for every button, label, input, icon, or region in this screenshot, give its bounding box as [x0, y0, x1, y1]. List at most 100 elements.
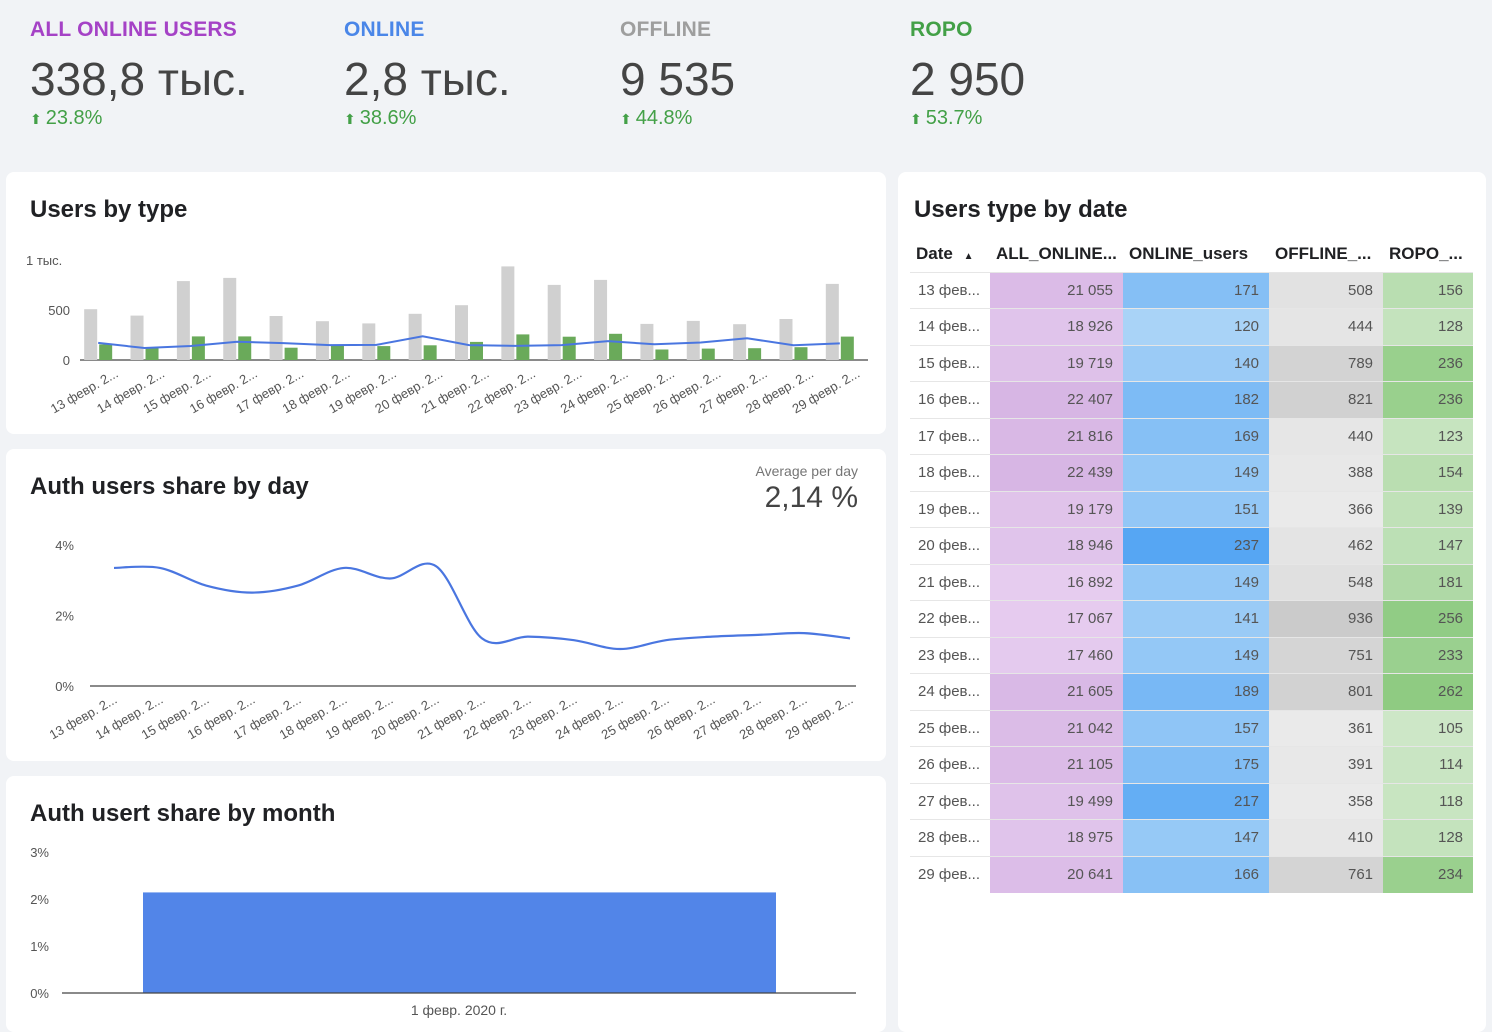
bar-offline [269, 316, 283, 360]
cell-date: 21 фев... [910, 563, 991, 601]
table-row[interactable]: 23 фев... 17 460 149 751 233 [910, 636, 1474, 674]
cell-date: 24 фев... [910, 673, 991, 710]
bar-offline [547, 284, 561, 360]
table-row[interactable]: 16 фев... 22 407 182 821 236 [910, 381, 1474, 418]
table-row[interactable]: 22 фев... 17 067 141 936 256 [910, 600, 1474, 637]
cell-all-online: 21 042 [990, 709, 1124, 747]
bar-offline [130, 315, 144, 360]
card-title: Users type by date [914, 196, 1128, 223]
cell-online-users: 175 [1123, 746, 1270, 783]
column-header-date[interactable]: Date ▲ [910, 236, 990, 272]
column-header-offline[interactable]: OFFLINE_... [1269, 236, 1383, 272]
series-line-online [98, 335, 840, 350]
users-by-type-card[interactable]: Users by type 1 тыс. 500 0 13 февр. 2... 14 … [6, 172, 886, 434]
bar-auth-share-month [143, 892, 776, 993]
cell-all-online: 21 816 [990, 417, 1124, 455]
bar-ropo [470, 341, 483, 360]
cell-ropo: 105 [1383, 709, 1474, 747]
cell-offline: 361 [1269, 709, 1384, 747]
bar-offline [315, 321, 329, 360]
cell-offline: 821 [1269, 381, 1384, 418]
cell-online-users: 171 [1123, 271, 1270, 309]
kpi-online: ONLINE 2,8 тыс. ⬆ 38.6% [344, 18, 511, 130]
table-row[interactable]: 24 фев... 21 605 189 801 262 [910, 673, 1474, 710]
users-type-by-date-card[interactable]: Users type by date Date ▲ ALL_ONLINE... … [898, 172, 1486, 1032]
bar-ropo [191, 336, 205, 360]
bar-offline [825, 283, 839, 360]
cell-online-users: 166 [1123, 855, 1270, 893]
auth-share-day-chart[interactable]: 4%2%0%13 февр. 2...14 февр. 2...15 февр.… [6, 449, 886, 761]
cell-all-online: 21 105 [990, 746, 1124, 783]
table-row[interactable]: 13 фев... 21 055 171 508 156 [910, 271, 1474, 309]
bar-offline [686, 320, 700, 360]
cell-all-online: 21 605 [990, 673, 1124, 710]
table-row[interactable]: 18 фев... 22 439 149 388 154 [910, 454, 1474, 491]
cell-offline: 462 [1269, 527, 1384, 564]
bar-ropo [748, 348, 762, 360]
bar-ropo [423, 345, 437, 360]
cell-date: 19 фев... [910, 490, 991, 528]
bar-offline [779, 319, 793, 360]
table-row[interactable]: 15 фев... 19 719 140 789 236 [910, 344, 1474, 382]
cell-date: 18 фев... [910, 454, 991, 491]
y-tick-label: 3% [30, 845, 49, 860]
cell-ropo: 236 [1383, 381, 1474, 418]
table-row[interactable]: 28 фев... 18 975 147 410 128 [910, 819, 1474, 856]
card-title: Auth users share by day [30, 473, 309, 500]
table-row[interactable]: 21 фев... 16 892 149 548 181 [910, 563, 1474, 601]
bar-ropo [99, 344, 113, 360]
auth-share-day-card[interactable]: Auth users share by day Average per day … [6, 449, 886, 761]
cell-online-users: 149 [1123, 454, 1270, 491]
kpi-value: 338,8 тыс. [30, 53, 248, 105]
kpi-value: 2 950 [910, 53, 1026, 105]
kpi-delta-value: 53.7% [925, 106, 983, 129]
cell-offline: 548 [1269, 563, 1384, 601]
cell-ropo: 154 [1383, 454, 1474, 491]
cell-offline: 440 [1269, 417, 1384, 455]
cell-date: 20 фев... [910, 527, 991, 564]
table-row[interactable]: 14 фев... 18 926 120 444 128 [910, 308, 1474, 345]
kpi-delta: ⬆ 23.8% [30, 107, 248, 130]
table-row[interactable]: 20 фев... 18 946 237 462 147 [910, 527, 1474, 564]
column-header-all-online[interactable]: ALL_ONLINE... [990, 236, 1123, 272]
column-header-ropo[interactable]: ROPO_... [1383, 236, 1473, 272]
table-row[interactable]: 29 фев... 20 641 166 761 234 [910, 855, 1474, 893]
kpi-value: 9 535 [620, 53, 736, 105]
auth-share-month-card[interactable]: Auth usert share by month 3% 2% 1% 0% 1 февр… [6, 776, 886, 1032]
table-row[interactable]: 19 фев... 19 179 151 366 139 [910, 490, 1474, 528]
cell-ropo: 181 [1383, 563, 1474, 601]
table-row[interactable]: 25 фев... 21 042 157 361 105 [910, 709, 1474, 747]
cell-date: 26 фев... [910, 746, 991, 783]
cell-online-users: 147 [1123, 819, 1270, 856]
cell-ropo: 156 [1383, 271, 1474, 309]
bar-offline [640, 323, 654, 360]
users-type-table[interactable]: Date ▲ ALL_ONLINE... ONLINE_users OFFLIN… [910, 236, 1474, 893]
bar-offline [455, 305, 468, 360]
column-header-online-users[interactable]: ONLINE_users [1123, 236, 1269, 272]
table-row[interactable]: 26 фев... 21 105 175 391 114 [910, 746, 1474, 783]
column-header-label: Date [916, 243, 953, 263]
arrow-up-icon: ⬆ [910, 110, 922, 127]
cell-ropo: 128 [1383, 308, 1474, 345]
cell-online-users: 157 [1123, 709, 1270, 747]
cell-ropo: 234 [1383, 855, 1474, 893]
bar-offline [362, 323, 376, 360]
cell-date: 28 фев... [910, 819, 991, 856]
cell-online-users: 237 [1123, 527, 1270, 564]
cell-date: 29 фев... [910, 855, 991, 893]
cell-all-online: 21 055 [990, 271, 1124, 309]
bar-ropo [145, 347, 159, 360]
bar-offline [223, 277, 237, 360]
cell-online-users: 151 [1123, 490, 1270, 528]
kpi-delta: ⬆ 53.7% [910, 107, 1025, 130]
table-row[interactable]: 27 фев... 19 499 217 358 118 [910, 782, 1474, 820]
auth-share-month-chart[interactable]: 3% 2% 1% 0% 1 февр. 2020 г. [6, 776, 886, 1032]
cell-all-online: 17 067 [990, 600, 1124, 637]
kpi-ropo: ROPO 2 950 ⬆ 53.7% [910, 18, 1025, 130]
cell-online-users: 169 [1123, 417, 1270, 455]
sort-ascending-icon[interactable]: ▲ [963, 250, 974, 262]
table-header-row: Date ▲ ALL_ONLINE... ONLINE_users OFFLIN… [910, 236, 1473, 272]
table-row[interactable]: 17 фев... 21 816 169 440 123 [910, 417, 1474, 455]
cell-offline: 366 [1269, 490, 1384, 528]
